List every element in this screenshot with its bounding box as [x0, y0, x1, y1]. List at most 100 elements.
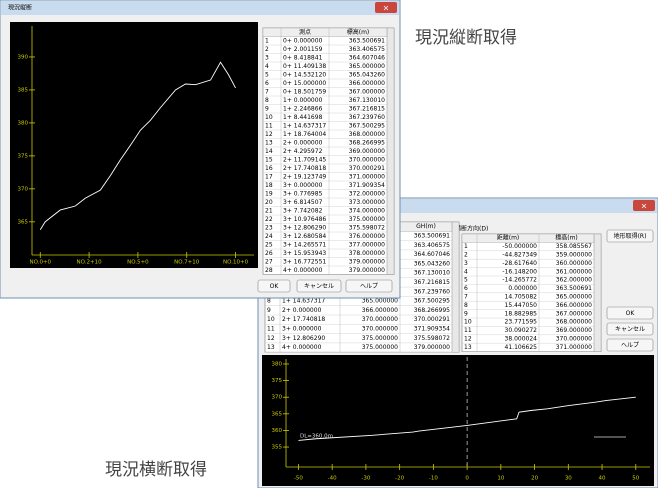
distance: -14.265772 [502, 277, 537, 284]
station: 3+ 7.742082 [283, 207, 323, 214]
elevation: 373.000000 [349, 199, 385, 206]
button-label: OK [270, 283, 280, 290]
x-tick-label: -40 [328, 476, 337, 482]
elevation: 371.000000 [556, 344, 592, 351]
station: 2+ 0.000000 [283, 139, 323, 146]
x-tick-label: -20 [395, 476, 404, 482]
row-number: 23 [265, 224, 273, 231]
y-tick-label: 380 [18, 120, 29, 126]
elevation: 369.000000 [349, 148, 385, 155]
column-header: 標高(m) [555, 234, 578, 242]
profile-line [39, 61, 236, 230]
button[interactable] [345, 279, 393, 293]
row-number: 8 [464, 302, 468, 309]
station: 1+ 14.637317 [282, 298, 325, 305]
elevation: 370.000000 [349, 156, 385, 163]
elevation: 379.000000 [349, 267, 385, 274]
row-number: 24 [265, 233, 273, 240]
close-button[interactable] [633, 200, 655, 211]
elevation: 369.000000 [556, 327, 592, 334]
station: 3+ 0.776985 [283, 190, 323, 197]
row-number: 3 [464, 260, 468, 267]
table [262, 27, 395, 275]
close-button[interactable] [375, 2, 397, 13]
station: 3+ 12.806290 [282, 335, 325, 342]
ground-height: 367.239760 [414, 288, 450, 295]
caption: 現況縦断取得 [415, 28, 517, 48]
profile-window: 現況縦断 × 123456789101112131415161718192021… [0, 0, 401, 299]
row-number: 11 [265, 122, 273, 129]
y-tick-label: 375 [272, 378, 283, 384]
elevation: 370.000000 [556, 336, 592, 343]
profile-line [298, 396, 636, 441]
elevation: 376.000000 [349, 233, 385, 240]
scrollbar [451, 221, 460, 353]
elevation: 366.000000 [556, 302, 592, 309]
window-title: 現況縦断 [8, 4, 32, 12]
station: 2+ 4.295972 [283, 148, 323, 155]
row-number: 25 [265, 241, 273, 248]
elevation: 378.000000 [349, 250, 385, 257]
y-tick-label: 370 [272, 395, 283, 401]
station: 1+ 2.246866 [283, 105, 323, 112]
x-tick-label: 0 [465, 476, 469, 482]
x-tick-label: NO.0+0 [29, 260, 51, 266]
row-number: 6 [265, 80, 269, 87]
distance: -50.000000 [502, 243, 537, 250]
row-number: 4 [265, 63, 269, 70]
elevation: 367.239760 [349, 114, 385, 121]
station: 2+ 19.123749 [283, 173, 326, 180]
row-number: 10 [265, 114, 273, 121]
elevation: 371.000000 [349, 173, 385, 180]
ground-height: 364.607046 [414, 251, 450, 258]
value: 375.000000 [362, 344, 398, 351]
y-tick-label: 355 [272, 445, 283, 451]
row-number: 21 [265, 207, 273, 214]
button[interactable] [606, 229, 654, 243]
y-tick-label: 365 [272, 411, 283, 417]
x-tick-label: -30 [361, 476, 370, 482]
button[interactable] [257, 279, 291, 293]
value: 366.000000 [362, 307, 398, 314]
direction-label: 横断方向(D) [455, 225, 488, 233]
value: 375.000000 [362, 335, 398, 342]
x-tick-label: NO.7+10 [174, 260, 200, 266]
elevation: 367.000000 [349, 88, 385, 95]
row-number: 11 [267, 325, 275, 332]
ground-height: 363.406575 [414, 242, 450, 249]
row-number: 12 [464, 336, 472, 343]
elevation: 367.130010 [349, 97, 385, 104]
x-tick-label: 50 [632, 476, 639, 482]
row-number: 1 [265, 37, 269, 44]
row-number: 5 [265, 71, 269, 78]
elevation: 374.000000 [349, 207, 385, 214]
row-number: 1 [464, 243, 468, 250]
row-number: 13 [464, 344, 472, 351]
plot-area [10, 22, 258, 268]
ground-height: 370.000291 [414, 316, 450, 323]
elevation: 368.000000 [349, 131, 385, 138]
y-tick-label: 360 [272, 428, 283, 434]
button-label: 地形取得(R) [614, 232, 647, 240]
station: 2+ 17.740818 [282, 316, 325, 323]
station: 3+ 6.814507 [283, 199, 323, 206]
x-tick-label: 10 [497, 476, 504, 482]
station: 3+ 12.680584 [283, 233, 326, 240]
close-icon: × [641, 202, 648, 211]
row-number: 7 [464, 294, 468, 301]
row-number: 14 [265, 148, 273, 155]
row-number: 9 [267, 307, 271, 314]
distance: 30.090272 [505, 327, 538, 334]
elevation: 361.000000 [556, 268, 592, 275]
elevation: 362.000000 [556, 277, 592, 284]
button[interactable] [606, 306, 654, 320]
x-tick-label: NO.10+0 [223, 260, 249, 266]
button[interactable] [606, 338, 654, 352]
ground-height: 363.500691 [414, 232, 450, 239]
value: 365.000000 [362, 298, 398, 305]
caption: 現況横断取得 [105, 460, 207, 480]
x-tick-label: 40 [599, 476, 606, 482]
row-number: 15 [265, 156, 273, 163]
button[interactable] [606, 322, 654, 336]
button[interactable] [296, 279, 342, 293]
